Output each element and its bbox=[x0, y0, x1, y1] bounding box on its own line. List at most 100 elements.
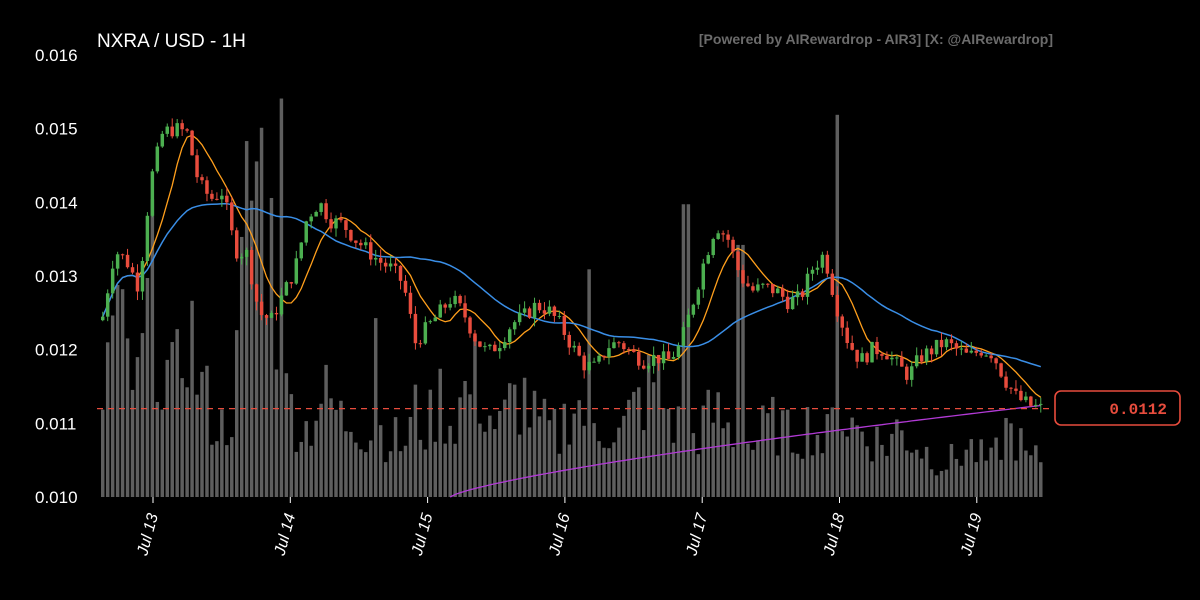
candle-body bbox=[711, 238, 715, 256]
candle-body bbox=[805, 273, 810, 297]
candle-body bbox=[299, 242, 304, 259]
volume-bar bbox=[438, 368, 442, 497]
candle-body bbox=[934, 339, 939, 355]
candle-body bbox=[651, 354, 656, 366]
candle-body bbox=[180, 123, 184, 130]
price-badge-label: 0.0112 bbox=[1109, 401, 1167, 419]
volume-bar bbox=[532, 390, 537, 497]
volume-bar bbox=[264, 317, 269, 497]
volume-bar bbox=[537, 416, 542, 497]
candle-body bbox=[235, 230, 239, 259]
volume-bar bbox=[939, 470, 944, 497]
volume-bar bbox=[607, 448, 611, 497]
candle-body bbox=[239, 256, 244, 259]
volume-bar bbox=[994, 437, 998, 497]
volume-bar bbox=[944, 469, 949, 497]
volume-bar bbox=[354, 442, 358, 497]
candle-body bbox=[408, 292, 413, 314]
volume-bar bbox=[488, 415, 492, 497]
candle-body bbox=[230, 202, 234, 231]
volume-bar bbox=[830, 407, 835, 497]
candle-body bbox=[413, 313, 418, 344]
volume-bar bbox=[101, 409, 105, 497]
candle-body bbox=[909, 366, 914, 380]
candle-body bbox=[473, 333, 477, 342]
candle-body bbox=[110, 268, 115, 294]
volume-bar bbox=[890, 433, 894, 497]
volume-bar bbox=[483, 431, 487, 497]
candle-body bbox=[974, 350, 978, 353]
candle-body bbox=[557, 315, 562, 317]
candle-body bbox=[483, 346, 487, 348]
volume-bar bbox=[731, 447, 735, 497]
volume-bar bbox=[269, 197, 274, 497]
candle-body bbox=[294, 258, 299, 284]
ma-mid-line bbox=[102, 202, 1042, 368]
volume-bar bbox=[547, 420, 552, 497]
volume-bar bbox=[805, 407, 810, 497]
volume-bar bbox=[979, 439, 983, 497]
candle-body bbox=[1029, 396, 1033, 406]
volume-bar bbox=[895, 419, 899, 497]
volume-bar bbox=[175, 329, 179, 497]
volume-bar bbox=[651, 382, 656, 497]
candle-body bbox=[666, 351, 671, 359]
candle-body bbox=[373, 257, 378, 260]
candle-body bbox=[393, 263, 398, 266]
candle-body bbox=[478, 341, 482, 347]
volume-bar bbox=[468, 394, 472, 497]
candle-body bbox=[820, 254, 825, 268]
candle-body bbox=[205, 180, 209, 194]
volume-bar bbox=[205, 365, 209, 497]
volume-bar bbox=[1034, 445, 1038, 497]
candle-body bbox=[855, 349, 859, 362]
candle-body bbox=[919, 355, 924, 362]
ma-slow-line bbox=[449, 404, 1041, 498]
candle-body bbox=[130, 267, 135, 273]
volume-bar bbox=[577, 400, 581, 497]
volume-bar bbox=[150, 199, 155, 497]
candle-body bbox=[423, 322, 428, 344]
volume-bar bbox=[795, 453, 800, 497]
volume-bar bbox=[155, 401, 160, 497]
candle-body bbox=[785, 296, 790, 310]
volume-bar bbox=[974, 462, 978, 497]
volume-bar bbox=[954, 458, 959, 497]
candle-body bbox=[810, 269, 815, 274]
volume-bar bbox=[249, 200, 254, 497]
candle-body bbox=[602, 355, 606, 358]
volume-bar bbox=[115, 284, 120, 497]
volume-bar bbox=[632, 391, 636, 497]
candle-body bbox=[378, 257, 383, 263]
candle-body bbox=[115, 254, 120, 269]
volume-bar bbox=[230, 437, 234, 497]
volume-bar bbox=[135, 357, 140, 497]
volume-bar bbox=[934, 475, 939, 497]
volume-bar bbox=[905, 450, 909, 497]
candle-body bbox=[314, 211, 318, 217]
candle-body bbox=[656, 354, 661, 364]
volume-bar bbox=[373, 318, 378, 497]
candle-body bbox=[269, 312, 274, 318]
volume-bar bbox=[235, 330, 239, 497]
candle-body bbox=[686, 314, 691, 328]
volume-bar bbox=[170, 342, 174, 497]
candle-body bbox=[721, 233, 725, 235]
candle-body bbox=[140, 260, 145, 292]
candle-body bbox=[1024, 396, 1028, 401]
volume-bar bbox=[1029, 455, 1033, 497]
volume-bar bbox=[840, 431, 844, 497]
candle-body bbox=[914, 355, 919, 367]
candle-body bbox=[800, 291, 805, 297]
candle-body bbox=[979, 352, 983, 356]
candle-body bbox=[279, 295, 284, 315]
candle-body bbox=[324, 203, 328, 220]
candle-body bbox=[403, 280, 408, 293]
volume-bar bbox=[671, 442, 676, 497]
candle-body bbox=[512, 322, 517, 330]
candle-body bbox=[433, 317, 438, 322]
candle-body bbox=[463, 303, 467, 318]
candle-body bbox=[249, 249, 254, 285]
candle-body bbox=[304, 221, 308, 243]
candle-body bbox=[170, 126, 174, 137]
